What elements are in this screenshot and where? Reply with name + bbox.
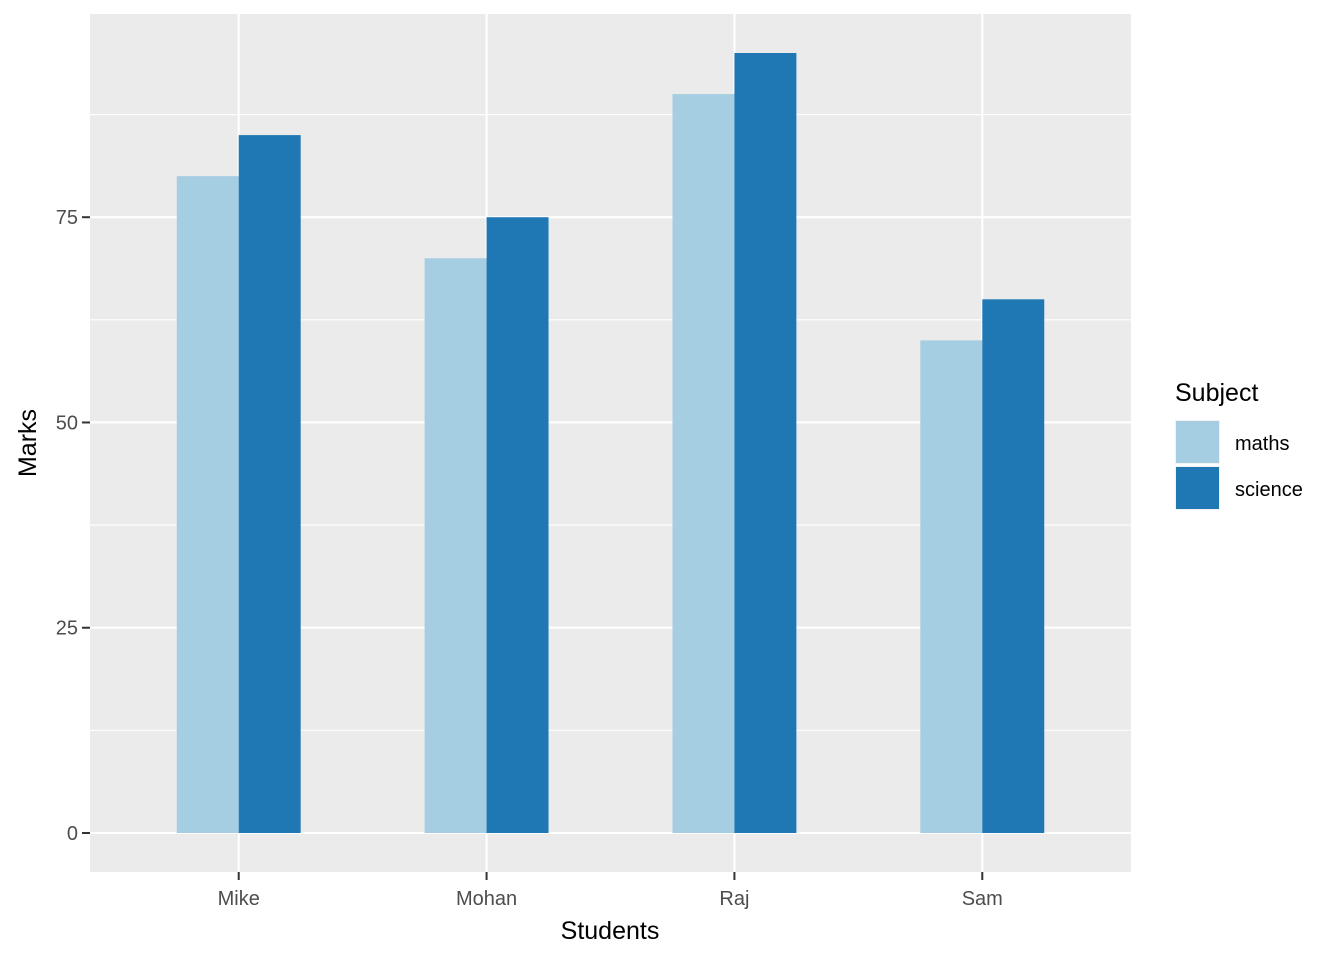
bar-science-mike [238,135,301,833]
bar-maths-mike [176,176,239,833]
legend-label-science: science [1235,479,1303,501]
bar-maths-raj [672,94,735,834]
bar-science-mohan [486,217,549,834]
y-axis: 0 25 50 75 [56,207,90,845]
legend-key-maths [1176,421,1219,463]
bar-science-sam [982,299,1045,833]
y-tick-label: 25 [56,618,78,640]
bar-science-raj [734,53,797,833]
legend: Subject maths science [1175,379,1303,510]
bars [176,53,1045,834]
x-tick-label: Raj [719,888,749,910]
x-tick-label: Mike [218,888,260,910]
y-tick-label: 75 [56,207,78,229]
bar-maths-sam [920,340,983,833]
x-axis: Mike Mohan Raj Sam [218,872,1003,910]
y-tick-label: 0 [67,823,78,845]
y-axis-title: Marks [14,409,42,477]
x-tick-label: Sam [962,888,1003,910]
legend-label-maths: maths [1235,433,1289,455]
x-tick-label: Mohan [456,888,517,910]
x-axis-title: Students [561,917,660,945]
bar-maths-mohan [424,258,487,833]
y-tick-label: 50 [56,412,78,434]
legend-key-science [1176,467,1219,509]
legend-title: Subject [1175,379,1258,407]
